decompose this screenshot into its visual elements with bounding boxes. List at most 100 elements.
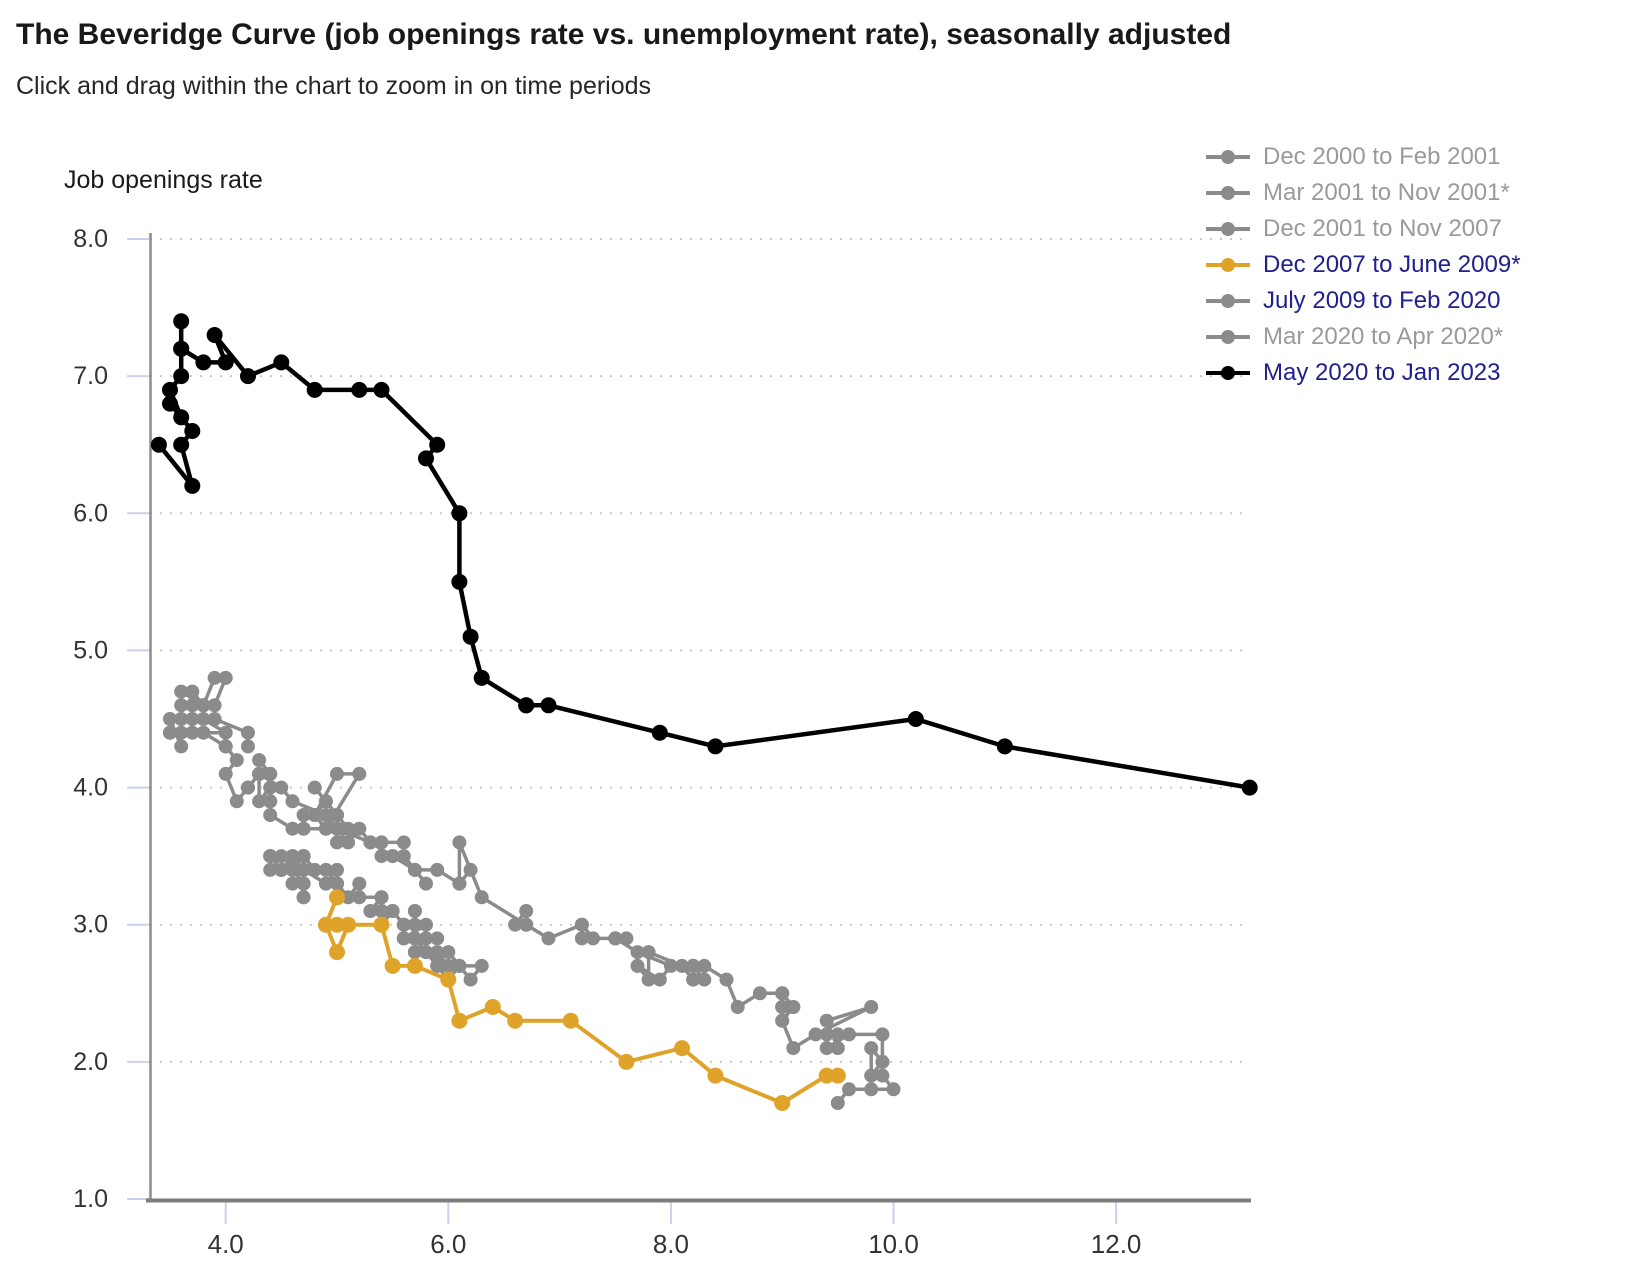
- data-point[interactable]: [363, 904, 378, 918]
- data-point[interactable]: [819, 1027, 834, 1042]
- data-point[interactable]: [374, 849, 389, 864]
- data-point[interactable]: [385, 904, 400, 918]
- data-point[interactable]: [185, 684, 200, 699]
- data-point[interactable]: [207, 698, 222, 713]
- data-point[interactable]: [252, 753, 267, 768]
- data-point[interactable]: [196, 712, 211, 726]
- data-point[interactable]: [619, 931, 634, 946]
- data-point[interactable]: [252, 794, 267, 809]
- data-point[interactable]: [174, 698, 189, 713]
- data-point[interactable]: [330, 808, 344, 822]
- data-point[interactable]: [263, 808, 278, 822]
- data-point[interactable]: [185, 712, 200, 726]
- data-point[interactable]: [285, 849, 300, 864]
- data-point[interactable]: [875, 1027, 890, 1042]
- data-point[interactable]: [274, 849, 289, 864]
- data-point[interactable]: [1241, 779, 1258, 796]
- data-point[interactable]: [452, 835, 467, 850]
- data-point[interactable]: [686, 958, 701, 973]
- data-point[interactable]: [229, 794, 244, 809]
- data-point[interactable]: [707, 738, 724, 755]
- data-point[interactable]: [451, 1012, 468, 1029]
- data-point[interactable]: [173, 313, 190, 330]
- data-point[interactable]: [374, 890, 389, 905]
- data-point[interactable]: [340, 916, 357, 933]
- data-point[interactable]: [173, 436, 190, 453]
- data-point[interactable]: [296, 821, 311, 836]
- data-point[interactable]: [474, 958, 489, 973]
- data-point[interactable]: [374, 835, 389, 850]
- data-point[interactable]: [574, 917, 589, 932]
- data-point[interactable]: [396, 931, 411, 946]
- data-point[interactable]: [174, 725, 189, 740]
- data-point[interactable]: [218, 739, 233, 754]
- data-point[interactable]: [452, 958, 467, 973]
- data-point[interactable]: [296, 849, 311, 864]
- data-point[interactable]: [830, 1096, 845, 1110]
- data-point[interactable]: [285, 862, 300, 877]
- data-point[interactable]: [519, 904, 534, 918]
- data-point[interactable]: [697, 972, 712, 987]
- data-point[interactable]: [317, 916, 334, 933]
- data-point[interactable]: [675, 958, 689, 973]
- data-point[interactable]: [318, 821, 333, 836]
- data-point[interactable]: [618, 1053, 635, 1070]
- data-point[interactable]: [430, 945, 445, 960]
- data-point[interactable]: [775, 1000, 790, 1014]
- data-point[interactable]: [775, 1013, 790, 1028]
- data-point[interactable]: [163, 712, 177, 726]
- data-point[interactable]: [385, 849, 400, 864]
- data-point[interactable]: [341, 890, 356, 905]
- data-point[interactable]: [407, 931, 422, 946]
- data-point[interactable]: [663, 958, 678, 973]
- data-point[interactable]: [419, 917, 433, 932]
- data-point[interactable]: [608, 931, 623, 946]
- data-point[interactable]: [330, 862, 344, 877]
- data-point[interactable]: [786, 1041, 801, 1056]
- data-point[interactable]: [296, 862, 311, 877]
- data-point[interactable]: [818, 1067, 835, 1084]
- data-point[interactable]: [174, 739, 189, 754]
- data-point[interactable]: [819, 1041, 834, 1056]
- data-point[interactable]: [686, 972, 701, 987]
- data-point[interactable]: [586, 931, 600, 946]
- data-point[interactable]: [541, 931, 556, 946]
- data-point[interactable]: [641, 972, 656, 987]
- data-point[interactable]: [875, 1068, 890, 1083]
- data-point[interactable]: [484, 999, 501, 1015]
- data-point[interactable]: [352, 890, 367, 905]
- data-point[interactable]: [307, 780, 322, 795]
- data-point[interactable]: [184, 477, 201, 494]
- data-point[interactable]: [150, 436, 167, 453]
- data-point[interactable]: [351, 381, 368, 398]
- data-point[interactable]: [184, 423, 201, 439]
- data-point[interactable]: [185, 725, 200, 740]
- data-point[interactable]: [674, 1040, 690, 1057]
- data-point[interactable]: [252, 766, 267, 781]
- data-point[interactable]: [330, 835, 344, 850]
- data-point[interactable]: [352, 821, 367, 836]
- data-point[interactable]: [540, 697, 557, 714]
- data-point[interactable]: [407, 945, 422, 960]
- data-point[interactable]: [786, 1000, 801, 1014]
- data-point[interactable]: [285, 794, 300, 809]
- data-point[interactable]: [719, 972, 734, 987]
- data-point[interactable]: [407, 904, 422, 918]
- data-point[interactable]: [474, 890, 489, 905]
- data-point[interactable]: [406, 957, 423, 974]
- data-point[interactable]: [195, 354, 212, 371]
- data-point[interactable]: [864, 1000, 879, 1014]
- data-point[interactable]: [463, 972, 478, 987]
- data-point[interactable]: [808, 1027, 823, 1042]
- data-point[interactable]: [441, 945, 456, 960]
- data-point[interactable]: [419, 931, 433, 946]
- data-point[interactable]: [162, 395, 178, 412]
- data-point[interactable]: [396, 917, 411, 932]
- legend-item[interactable]: Dec 2007 to June 2009*: [1205, 247, 1521, 283]
- data-point[interactable]: [373, 916, 390, 933]
- data-point[interactable]: [263, 862, 278, 877]
- data-point[interactable]: [241, 780, 255, 795]
- data-point[interactable]: [396, 835, 411, 850]
- data-point[interactable]: [306, 381, 323, 398]
- data-point[interactable]: [185, 698, 200, 713]
